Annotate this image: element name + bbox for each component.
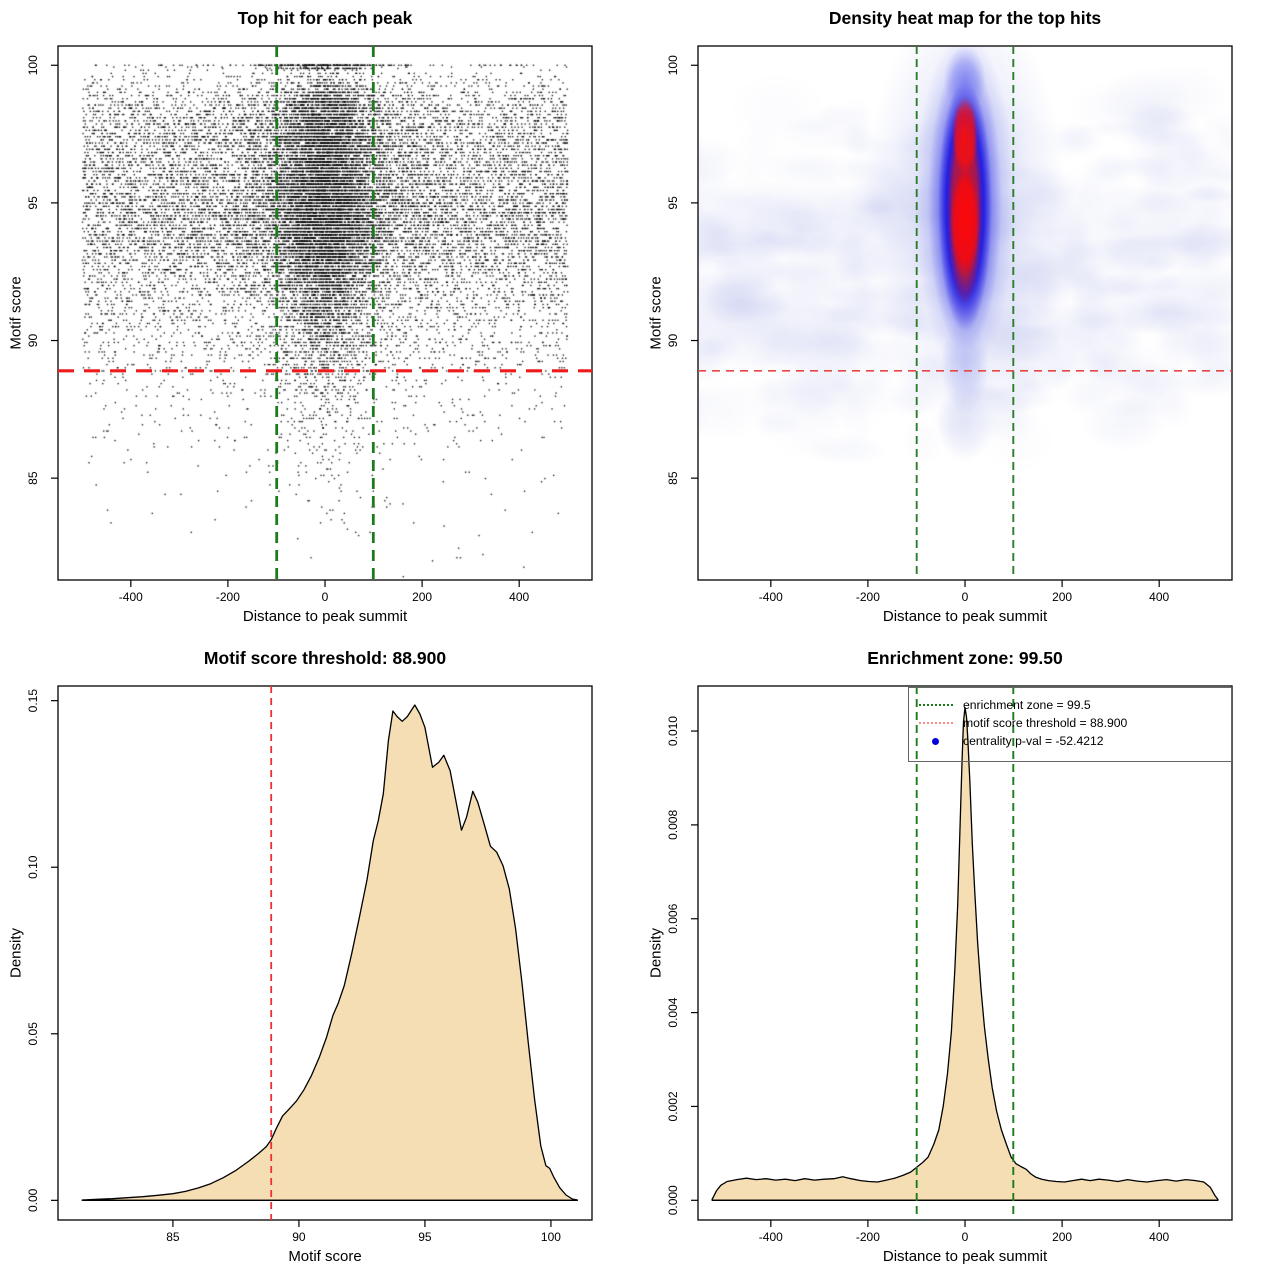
x-tick-label: 90 <box>292 1230 306 1244</box>
y-tick-label: 0.05 <box>26 1022 40 1046</box>
plot-legend: enrichment zone = 99.5 motif score thres… <box>908 687 1232 762</box>
y-tick-label: 0.004 <box>666 997 680 1027</box>
x-axis-title: Distance to peak summit <box>882 1248 1048 1265</box>
x-tick-label: -400 <box>759 1230 783 1244</box>
x-tick-label: 0 <box>962 590 969 604</box>
legend-entry-centrality-pval: centrality p-val = -52.4212 <box>963 734 1104 748</box>
y-tick-label: 95 <box>666 196 680 210</box>
x-tick-label: 400 <box>509 590 529 604</box>
panel-title: Enrichment zone: 99.50 <box>867 648 1063 668</box>
panel-top-hit-scatter: Top hit for each peak Motif score -400 -2… <box>0 0 640 640</box>
legend-row-centrality-pval: centrality p-val = -52.4212 <box>919 732 1231 750</box>
blue-point-icon <box>932 737 939 745</box>
y-tick-label: 95 <box>26 196 40 210</box>
x-tick-label: -400 <box>759 590 783 604</box>
x-tick-label: 200 <box>1052 1230 1072 1244</box>
scatter-axes-overlay: -400 -200 0 200 400 85 90 95 100 <box>26 45 593 604</box>
y-tick-label: 0.000 <box>666 1185 680 1215</box>
legend-entry-enrichment-zone: enrichment zone = 99.5 <box>963 698 1091 712</box>
x-axis-title: Distance to peak summit <box>242 608 408 625</box>
x-tick-label: 100 <box>541 1230 561 1244</box>
y-tick-label: 100 <box>26 55 40 75</box>
scatter-points-canvas <box>58 46 592 580</box>
legend-row-motif-threshold: motif score threshold = 88.900 <box>919 714 1231 732</box>
x-tick-label: -200 <box>856 1230 880 1244</box>
x-tick-label: -200 <box>216 590 240 604</box>
x-tick-label: 0 <box>962 1230 969 1244</box>
y-tick-label: 85 <box>666 471 680 485</box>
heatmap-canvas <box>698 46 1232 580</box>
y-tick-label: 0.00 <box>26 1188 40 1212</box>
green-dotted-line-icon <box>919 704 953 706</box>
y-tick-label: 0.10 <box>26 855 40 879</box>
x-tick-label: 200 <box>1052 590 1072 604</box>
panel-motif-score-density: Motif score threshold: 88.900 Density 85… <box>0 640 640 1280</box>
x-tick-label: 85 <box>166 1230 180 1244</box>
x-tick-label: 400 <box>1149 590 1169 604</box>
panel-title: Top hit for each peak <box>237 8 413 28</box>
density-area <box>81 704 579 1201</box>
y-tick-label: 0.006 <box>666 903 680 933</box>
y-tick-label: 85 <box>26 471 40 485</box>
y-tick-label: 90 <box>666 334 680 348</box>
y-tick-label: 90 <box>26 334 40 348</box>
x-tick-label: 200 <box>412 590 432 604</box>
motif-density-plot: 85 90 95 100 0.00 0.05 0.10 0.15 <box>26 685 593 1244</box>
plot-box <box>697 45 1233 581</box>
panel-density-heatmap: Density heat map for the top hits Motif … <box>640 0 1280 640</box>
plot-box <box>57 45 593 581</box>
x-tick-label: -400 <box>119 590 143 604</box>
x-axis-title: Distance to peak summit <box>882 608 1048 625</box>
y-tick-label: 0.008 <box>666 810 680 840</box>
panel-title: Density heat map for the top hits <box>828 8 1102 28</box>
x-tick-label: 95 <box>418 1230 432 1244</box>
legend-entry-motif-threshold: motif score threshold = 88.900 <box>963 716 1128 730</box>
panel-distance-density: Enrichment zone: 99.50 Density -400 -200 0… <box>640 640 1280 1280</box>
x-tick-label: 0 <box>322 590 329 604</box>
y-tick-label: 0.002 <box>666 1091 680 1121</box>
red-dotted-line-icon <box>919 722 953 724</box>
heatmap-axes-overlay: -400 -200 0 200 400 85 90 95 100 <box>666 45 1233 604</box>
panel-title: Motif score threshold: 88.900 <box>203 648 447 668</box>
y-tick-label: 100 <box>666 55 680 75</box>
distance-density-plot: -400 -200 0 200 400 0.000 0.002 0.004 0.006 0.008… <box>666 685 1233 1244</box>
y-tick-label: 0.010 <box>666 716 680 746</box>
y-tick-label: 0.15 <box>26 689 40 713</box>
plot-box <box>57 685 593 1221</box>
x-tick-label: 400 <box>1149 1230 1169 1244</box>
legend-row-enrichment-zone: enrichment zone = 99.5 <box>919 696 1231 714</box>
density-area <box>711 706 1219 1201</box>
x-axis-title: Motif score <box>288 1248 362 1265</box>
x-tick-label: -200 <box>856 590 880 604</box>
